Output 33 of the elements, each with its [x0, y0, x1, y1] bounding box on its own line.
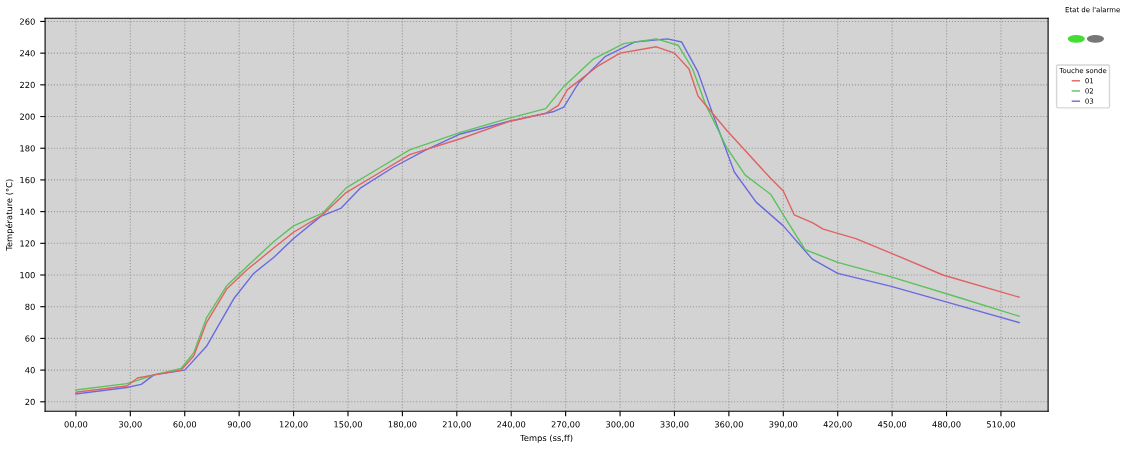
x-tick-label: 330,00	[660, 421, 689, 429]
x-tick-label: 180,00	[388, 421, 417, 429]
x-tick-label: 510,00	[987, 421, 1015, 429]
x-tick-label: 480,00	[932, 421, 961, 429]
x-tick-label: 00,00	[64, 421, 88, 429]
x-tick-label: 450,00	[877, 421, 907, 429]
y-tick-label: 120	[20, 240, 35, 247]
x-tick-label: 390,00	[769, 421, 798, 429]
x-tick-label: 210,00	[442, 421, 471, 429]
x-tick-label: 270,00	[551, 421, 580, 429]
x-tick-label: 240,00	[497, 421, 526, 429]
x-tick-label: 420,00	[823, 421, 852, 429]
y-tick-label: 180	[20, 145, 35, 152]
x-tick-label: 360,00	[714, 421, 743, 429]
x-axis-title: Temps (ss,ff)	[520, 434, 573, 443]
x-tick-label: 120,00	[279, 421, 308, 429]
x-tick-label: 150,00	[334, 421, 363, 429]
y-tick-label: 60	[25, 335, 35, 342]
x-tick-label: 60,00	[173, 421, 197, 429]
y-tick-label: 200	[20, 113, 35, 120]
x-tick-label: 300,00	[606, 421, 635, 429]
y-tick-label: 160	[20, 176, 35, 184]
y-tick-label: 40	[25, 367, 35, 374]
x-tick-label: 90,00	[227, 421, 251, 429]
y-tick-label: 240	[20, 50, 35, 57]
y-tick-label: 100	[20, 271, 35, 279]
x-tick-label: 30,00	[119, 421, 142, 429]
y-tick-label: 220	[20, 81, 35, 89]
y-tick-label: 20	[25, 398, 35, 406]
y-tick-label: 260	[20, 18, 35, 25]
y-tick-label: 80	[25, 303, 35, 310]
y-tick-label: 140	[20, 208, 35, 215]
y-axis-title: Température (°C)	[5, 179, 14, 251]
